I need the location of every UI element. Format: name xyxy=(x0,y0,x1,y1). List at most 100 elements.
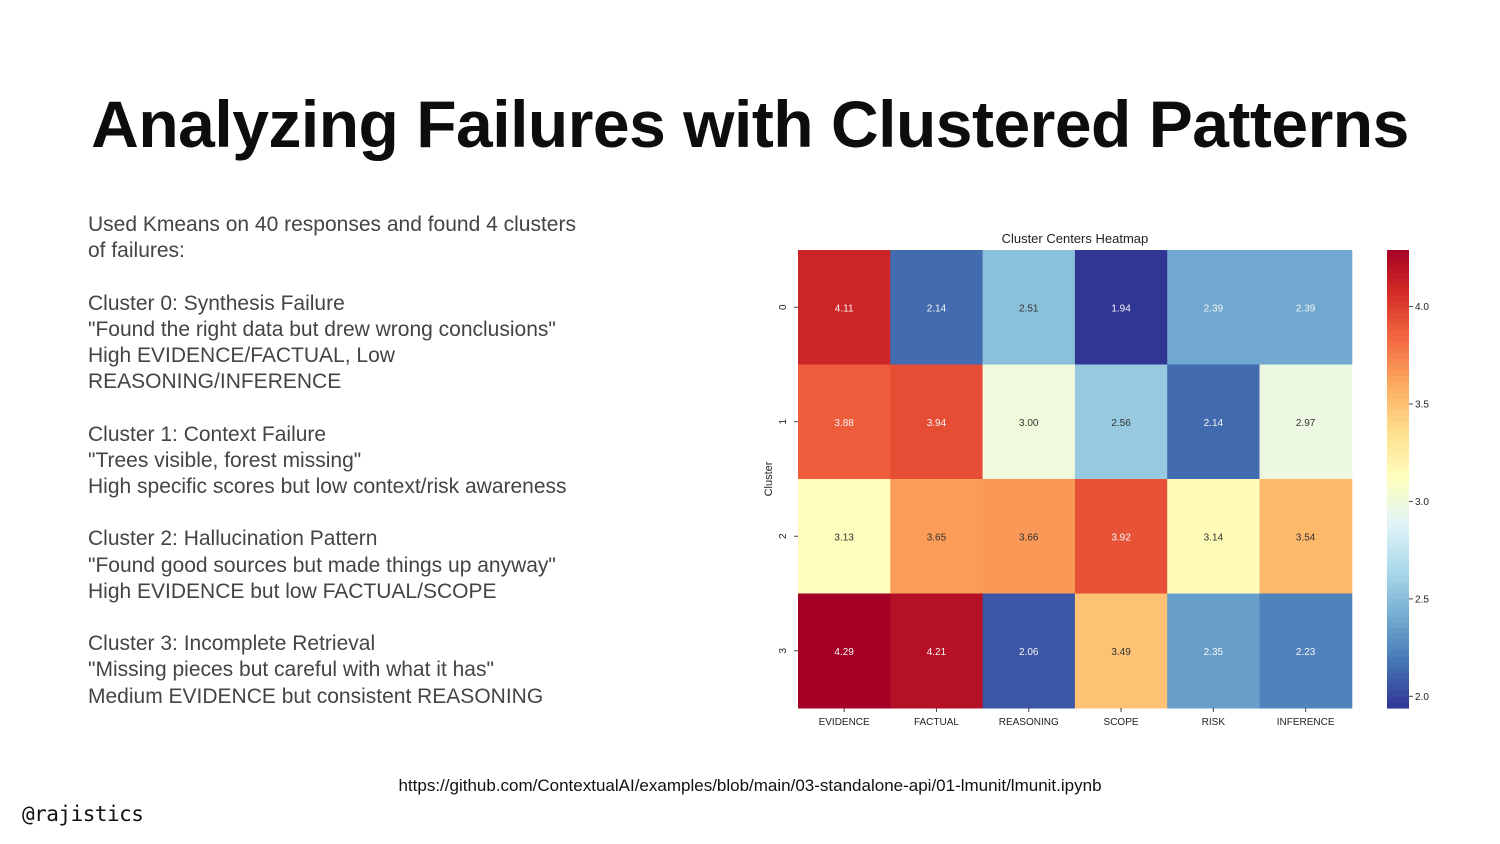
colorbar-segment xyxy=(1387,633,1409,640)
colorbar-segment xyxy=(1387,278,1409,285)
paragraph: Cluster 3: Incomplete Retrieval "Missing … xyxy=(88,631,648,710)
colorbar-segment xyxy=(1387,507,1409,514)
colorbar-segment xyxy=(1387,387,1409,394)
paragraph-line: Cluster 2: Hallucination Pattern xyxy=(88,527,378,551)
heatmap-cell xyxy=(1167,250,1260,365)
colorbar-segment xyxy=(1387,690,1409,698)
colorbar-segment xyxy=(1387,370,1409,377)
colorbar-segment xyxy=(1387,490,1409,497)
cell-value-label: 3.94 xyxy=(927,418,947,429)
colorbar-segment xyxy=(1387,438,1409,446)
colorbar-segment xyxy=(1387,421,1409,429)
colorbar-segment xyxy=(1387,553,1409,560)
colorbar-segment xyxy=(1387,479,1409,486)
heatmap-cell xyxy=(1259,364,1353,480)
colorbar-segment xyxy=(1387,301,1409,308)
colorbar-segment xyxy=(1387,393,1409,400)
colorbar-segment xyxy=(1387,627,1409,635)
cell-value-label: 3.13 xyxy=(834,532,854,543)
colorbar-segment xyxy=(1387,541,1409,549)
colorbar-segment xyxy=(1387,433,1409,440)
heatmap-cell xyxy=(798,593,891,709)
colorbar-segment xyxy=(1387,536,1409,543)
heatmap-chart: Cluster Centers Heatmap 4.11 2.14 2.51 1.94 2… xyxy=(755,226,1455,731)
cell-value-label: 3.66 xyxy=(1019,532,1039,543)
author-handle: @rajistics xyxy=(22,802,144,826)
cell-value-label: 3.49 xyxy=(1111,647,1131,658)
colorbar-segment xyxy=(1387,685,1409,692)
colorbar-segment xyxy=(1387,324,1409,331)
heatmap-cell xyxy=(1074,593,1168,709)
colorbar-tick-label: 3.5 xyxy=(1415,399,1429,410)
colorbar-segment xyxy=(1387,501,1409,509)
slide-title: Analyzing Failures with Clustered Patter… xyxy=(91,87,1409,161)
source-link[interactable]: https://github.com/ContextualAI/examples… xyxy=(398,776,1102,795)
paragraph-line: "Trees visible, forest missing" xyxy=(88,448,362,472)
heatmap-cell xyxy=(982,593,1076,709)
cell-value-label: 2.39 xyxy=(1296,303,1316,314)
colorbar-segment xyxy=(1387,416,1409,423)
colorbar-segment xyxy=(1387,381,1409,388)
colorbar-segment xyxy=(1387,456,1409,463)
colorbar-segment xyxy=(1387,358,1409,366)
heatmap-cell xyxy=(798,250,891,365)
cell-value-label: 2.39 xyxy=(1204,303,1224,314)
x-tick-label: REASONING xyxy=(999,717,1059,728)
colorbar-segment xyxy=(1387,364,1409,371)
colorbar-segment xyxy=(1387,444,1409,451)
colorbar-segment xyxy=(1387,330,1409,337)
colorbar-tick-label: 3.0 xyxy=(1415,497,1429,508)
cell-value-label: 3.14 xyxy=(1204,532,1224,543)
colorbar-segment xyxy=(1387,656,1409,663)
paragraph-line: "Found the right data but drew wrong con… xyxy=(88,317,556,341)
cluster-description: Used Kmeans on 40 responses and found 4 … xyxy=(88,212,648,736)
cell-value-label: 3.88 xyxy=(834,418,854,429)
colorbar-segment xyxy=(1387,679,1409,686)
cell-value-label: 3.00 xyxy=(1019,418,1039,429)
x-tick-label: EVIDENCE xyxy=(819,717,870,728)
heatmap-cell xyxy=(1167,364,1260,480)
colorbar-segment xyxy=(1387,547,1409,555)
colorbar-segment xyxy=(1387,461,1409,469)
colorbar-segment xyxy=(1387,702,1409,709)
colorbar-segment xyxy=(1387,318,1409,326)
y-tick-label: 3 xyxy=(778,648,789,654)
paragraph-line: Cluster 1: Context Failure xyxy=(88,422,327,446)
colorbar-segment xyxy=(1387,347,1409,354)
colorbar-segment xyxy=(1387,496,1409,503)
cell-value-label: 3.92 xyxy=(1111,532,1131,543)
cell-value-label: 4.29 xyxy=(834,647,854,658)
colorbar-segment xyxy=(1387,582,1409,589)
heatmap-cell xyxy=(982,250,1076,365)
x-tick-label: FACTUAL xyxy=(914,717,959,728)
paragraph-line: Medium EVIDENCE but consistent REASONING xyxy=(88,684,544,708)
heatmap-cell xyxy=(890,593,984,709)
colorbar-segment xyxy=(1387,250,1409,257)
y-tick-label: 1 xyxy=(778,419,789,425)
colorbar-segment xyxy=(1387,604,1409,612)
paragraph-line: "Missing pieces but careful with what it… xyxy=(88,658,494,682)
paragraph: Cluster 0: Synthesis Failure "Found the r… xyxy=(88,291,648,396)
cell-value-label: 4.11 xyxy=(835,303,854,314)
colorbar-segment xyxy=(1387,473,1409,480)
colorbar-segment xyxy=(1387,341,1409,348)
colorbar-segment xyxy=(1387,564,1409,572)
colorbar-tick-label: 2.5 xyxy=(1415,594,1429,605)
heatmap-cell xyxy=(1074,479,1168,594)
heatmap-cell xyxy=(1074,250,1168,365)
colorbar-segment xyxy=(1387,530,1409,537)
heatmap-cell xyxy=(982,479,1076,594)
heatmap-cell xyxy=(798,364,891,480)
cell-value-label: 2.14 xyxy=(1204,418,1224,429)
colorbar-segment xyxy=(1387,587,1409,595)
heatmap-cell xyxy=(1259,479,1353,594)
paragraph-line: REASONING/INFERENCE xyxy=(88,370,342,394)
paragraph: Cluster 2: Hallucination Pattern "Found g… xyxy=(88,526,648,605)
colorbar-segment xyxy=(1387,673,1409,680)
colorbar-segment xyxy=(1387,622,1409,629)
cell-value-label: 2.51 xyxy=(1019,303,1039,314)
paragraph-line: of failures: xyxy=(88,239,185,263)
colorbar-segment xyxy=(1387,410,1409,417)
colorbar-segment xyxy=(1387,484,1409,492)
